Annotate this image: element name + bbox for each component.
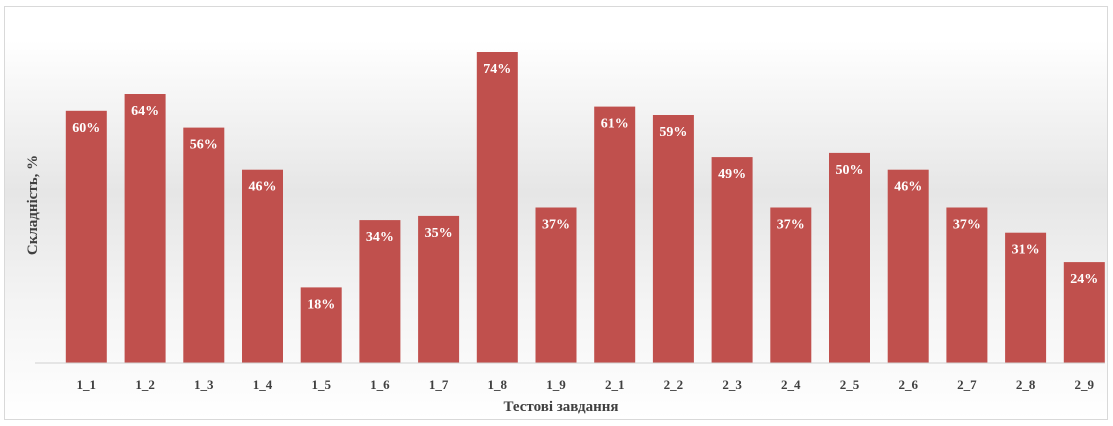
data-label-1_7: 35%: [425, 226, 453, 241]
x-tick-label-1_4: 1_4: [253, 377, 273, 392]
bar-2_1: [594, 106, 636, 363]
data-label-2_3: 49%: [718, 167, 746, 182]
data-label-1_8: 74%: [483, 62, 511, 77]
x-axis-title: Тестові завдання: [504, 399, 619, 415]
data-label-1_9: 37%: [542, 218, 570, 233]
bar-1_8: [476, 52, 518, 363]
bar-2_6: [887, 169, 929, 363]
x-tick-labels-layer: 1_1 1_2 1_3 1_4 1_5 1_6 1_7 1_8 1_9 2_1 2_2 2_3 2_4 2…: [77, 377, 1095, 392]
bar-2_2: [652, 115, 694, 363]
x-tick-label-1_1: 1_1: [77, 377, 97, 392]
x-tick-label-1_6: 1_6: [370, 377, 390, 392]
x-tick-label-2_9: 2_9: [1075, 377, 1095, 392]
bar-1_1: [65, 110, 107, 363]
data-label-2_7: 37%: [953, 218, 981, 233]
x-tick-label-1_2: 1_2: [135, 377, 155, 392]
bars-layer: [65, 52, 1105, 363]
data-label-1_1: 60%: [72, 121, 100, 136]
x-tick-label-2_6: 2_6: [898, 377, 918, 392]
x-tick-label-2_8: 2_8: [1016, 377, 1036, 392]
bar-2_8: [1005, 232, 1047, 363]
x-tick-label-2_4: 2_4: [781, 377, 801, 392]
bar-2_5: [829, 152, 870, 363]
x-tick-label-2_7: 2_7: [957, 377, 977, 392]
bar-chart: 60% 64% 56% 46% 18% 34% 35% 74% 37% 61% 59% 49% 37% 5…: [25, 52, 1105, 415]
x-tick-label-2_5: 2_5: [840, 377, 860, 392]
x-tick-label-1_3: 1_3: [194, 377, 214, 392]
data-label-2_4: 37%: [777, 218, 805, 233]
data-label-1_6: 34%: [366, 230, 394, 245]
x-tick-label-1_7: 1_7: [429, 377, 449, 392]
bar-2_3: [711, 157, 753, 363]
bar-1_9: [535, 207, 577, 363]
bar-1_4: [242, 169, 283, 363]
data-label-1_4: 46%: [249, 180, 277, 195]
x-tick-label-1_5: 1_5: [311, 377, 331, 392]
x-tick-label-1_8: 1_8: [488, 377, 508, 392]
data-label-2_8: 31%: [1012, 243, 1040, 258]
data-label-2_5: 50%: [836, 163, 864, 178]
bar-1_5: [300, 287, 342, 363]
bar-2_9: [1063, 262, 1105, 363]
chart-area: 60% 64% 56% 46% 18% 34% 35% 74% 37% 61% 59% 49% 37% 5…: [4, 6, 1108, 420]
data-label-2_9: 24%: [1070, 272, 1098, 287]
x-tick-label-1_9: 1_9: [546, 377, 566, 392]
y-axis-title: Складність, %: [25, 155, 41, 255]
x-tick-label-2_3: 2_3: [722, 377, 742, 392]
data-label-2_2: 59%: [659, 125, 687, 140]
bar-2_7: [946, 207, 988, 363]
data-label-2_6: 46%: [894, 180, 922, 195]
data-label-1_3: 56%: [190, 138, 218, 153]
bar-1_7: [418, 215, 460, 363]
bar-1_3: [183, 127, 225, 363]
data-label-1_2: 64%: [131, 104, 159, 119]
bar-2_4: [770, 207, 812, 363]
bar-1_2: [124, 94, 166, 363]
data-label-2_1: 61%: [601, 117, 629, 132]
x-tick-label-2_1: 2_1: [605, 377, 625, 392]
data-labels-layer: 60% 64% 56% 46% 18% 34% 35% 74% 37% 61% 59% 49% 37% 5…: [72, 62, 1098, 312]
bar-1_6: [359, 220, 401, 363]
x-tick-label-2_2: 2_2: [664, 377, 684, 392]
data-label-1_5: 18%: [307, 297, 335, 312]
